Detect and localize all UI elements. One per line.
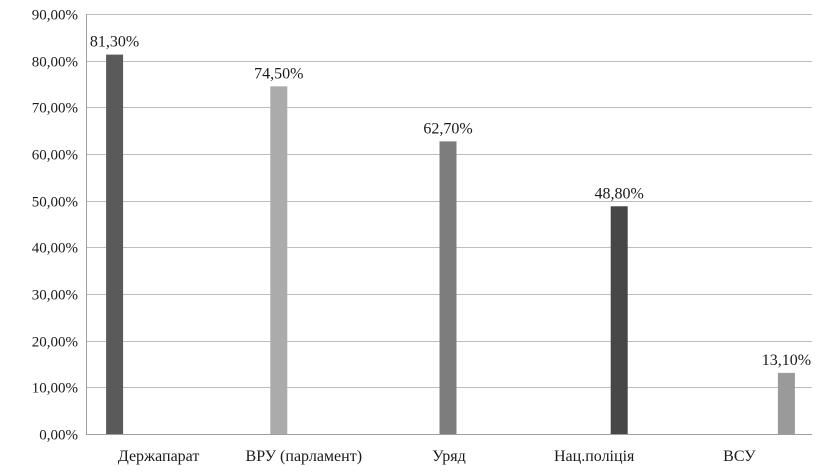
y-tick-label: 50,00% (32, 195, 78, 211)
data-label: 48,80% (595, 185, 644, 202)
data-labels: 81,30% 74,50% 62,70% 48,80% 13,10% (90, 34, 811, 369)
y-tick-label: 80,00% (32, 55, 78, 71)
y-tick-label: 90,00% (32, 8, 78, 24)
data-label: 62,70% (423, 120, 472, 137)
data-label: 13,10% (762, 352, 811, 369)
data-label: 74,50% (254, 65, 303, 82)
y-tick-label: 30,00% (32, 288, 78, 304)
y-axis-ticks: 0,00% 10,00% 20,00% 30,00% 40,00% 50,00% 60,00… (32, 8, 78, 444)
y-tick-label: 70,00% (32, 101, 78, 117)
x-category-label: ВРУ (парламент) (246, 448, 362, 465)
y-tick-label: 10,00% (32, 381, 78, 397)
y-tick-label: 0,00% (39, 428, 78, 444)
x-category-label: Уряд (432, 448, 465, 465)
y-tick-label: 20,00% (32, 335, 78, 351)
x-axis-categories: Держапарат ВРУ (парламент) Уряд Нац.поліція… (118, 448, 756, 465)
bar (106, 54, 124, 434)
y-tick-label: 60,00% (32, 148, 78, 164)
bar (777, 372, 795, 434)
bar (439, 141, 457, 434)
bar (270, 86, 288, 434)
bar (610, 206, 628, 434)
y-tick-label: 40,00% (32, 241, 78, 257)
x-category-label: Нац.поліція (554, 448, 635, 465)
x-category-label: ВСУ (723, 448, 756, 465)
x-category-label: Держапарат (118, 448, 200, 465)
data-label: 81,30% (90, 34, 139, 51)
bars (106, 54, 795, 434)
